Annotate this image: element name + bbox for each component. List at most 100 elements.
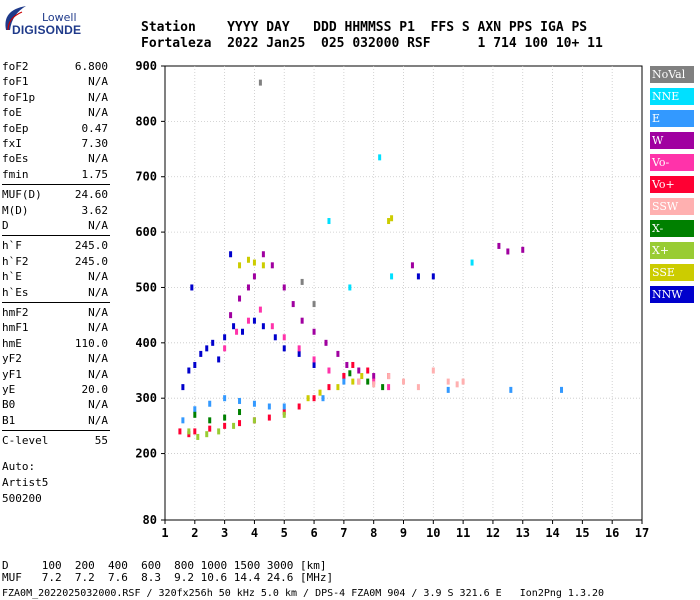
param-he: h`E N/A [2,270,108,284]
echo-w [336,350,340,357]
x-tick-label: 7 [340,526,347,540]
echo-x [282,411,286,418]
param-name: foF1 [2,75,29,89]
echo-w [312,328,316,335]
y-tick-label: 200 [135,447,157,461]
param-ye: yE 20.0 [2,383,108,397]
param-name: h`F2 [2,254,29,268]
param-value: N/A [88,106,108,120]
echo-nnw [223,334,227,341]
param-fof1p: foF1p N/A [2,91,108,105]
param-value: N/A [88,321,108,335]
echo-x [187,428,191,435]
echo-sse [336,384,340,391]
echo-nnw [187,367,191,374]
x-tick-label: 6 [310,526,317,540]
echo-nnw [261,323,265,330]
echo-nnw [282,345,286,352]
param-name: foE [2,106,22,120]
param-fxi: fxI 7.30 [2,137,108,151]
echo-ssw [387,373,391,380]
legend-item-sse: SSE [650,264,694,281]
echo-w [324,339,328,346]
param-name: foEp [2,121,29,135]
swoosh-icon [5,6,26,31]
legend-item-w: W [650,132,694,149]
param-value: N/A [88,90,108,104]
echo-e [252,400,256,407]
param-hme: hmE 110.0 [2,337,108,351]
x-tick-label: 10 [426,526,440,540]
echo-ssw [461,378,465,385]
echo-ssw [357,378,361,385]
separator [2,184,110,186]
x-tick-label: 11 [456,526,470,540]
echo-nnw [205,345,209,352]
echo-x [232,422,236,429]
x-tick-label: 17 [635,526,649,540]
echo-w [357,367,361,374]
echo-nnw [252,317,256,324]
echo-noval [300,278,304,285]
echo-vo [223,345,227,352]
param-foep: foEp 0.47 [2,122,108,136]
param-d: D N/A [2,219,108,233]
param-value: 0.47 [81,121,109,135]
echo-nnw [229,251,233,258]
echo-w [291,301,295,308]
echo-w [229,312,233,319]
param-value: N/A [88,219,108,232]
y-tick-label: 900 [135,59,157,73]
echo-sse [238,262,242,269]
param-name: yF1 [2,367,22,381]
echo-w [282,284,286,291]
echo-e [238,397,242,404]
param-value: N/A [88,270,108,284]
echo-vo [258,306,262,313]
echo-nnw [431,273,435,280]
echo-ssw [402,378,405,385]
param-clevel: C-level 55 [2,434,108,448]
echo-w [410,262,414,269]
echo-x [208,417,212,424]
echo-vo [327,367,331,374]
echo-sse [360,373,364,380]
echo-ssw [372,381,376,388]
param-value: 245.0 [74,239,108,253]
echo-sse [351,378,355,385]
x-tick-label: 13 [516,526,530,540]
x-tick-label: 12 [486,526,500,540]
echo-vo [297,345,301,352]
param-value: 24.60 [74,188,108,202]
param-value: N/A [88,367,108,381]
y-tick-label: 80 [143,513,157,527]
x-tick-label: 16 [605,526,619,540]
echo-vo [297,403,301,410]
legend-item-x: X+ [650,242,694,259]
echo-nne [378,154,382,161]
param-value: 6.800 [74,60,108,73]
echo-x [238,409,242,416]
legend-item-vo: Vo- [650,154,694,171]
echo-ssw [446,378,450,385]
echo-vo [208,425,212,432]
echo-e [321,395,325,402]
param-yf2: yF2 N/A [2,352,108,366]
muf-row: MUF 7.2 7.2 7.6 8.3 9.2 10.6 14.4 24.6 [… [2,571,334,584]
echo-vo [282,334,286,341]
autoscale-line3: 500200 [2,491,42,505]
param-name: h`F [2,239,22,253]
echo-sse [246,256,250,263]
param-name: foF2 [2,60,29,73]
param-hmf2: hmF2 N/A [2,306,108,320]
echo-nnw [232,323,236,330]
param-value: N/A [88,152,108,166]
echo-noval [312,301,316,308]
param-name: C-level [2,434,49,448]
muf-table: D 100 200 400 600 800 1000 1500 3000 [km… [2,560,333,584]
logo-line1: Lowell [42,11,77,24]
echo-nnw [297,350,301,357]
echo-nnw [181,384,185,391]
echo-vo [366,367,370,374]
